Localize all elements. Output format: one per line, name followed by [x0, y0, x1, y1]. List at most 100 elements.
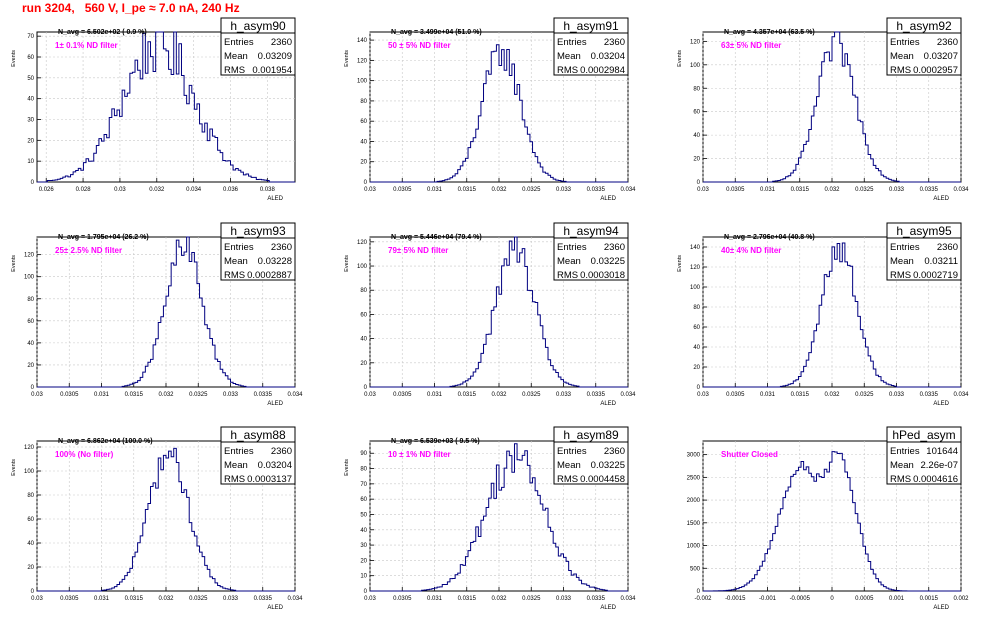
stats-rms-value: 0.0004616 [913, 474, 958, 485]
y-tick-label: 20 [27, 363, 34, 369]
navg-label: N_avg = 6.862e+04 (100.0 %) [58, 438, 153, 445]
stats-rms-label: RMS [890, 474, 911, 485]
x-tick-label: 0.031 [760, 392, 776, 398]
x-tick-label: 0.033 [889, 392, 905, 398]
x-tick-label: 0.033 [223, 596, 239, 602]
y-tick-label: 80 [693, 86, 700, 92]
navg-label: N_avg = 6.502e+02 ( 0.9 %) [58, 29, 147, 36]
x-tick-label: 0.0335 [587, 187, 606, 193]
x-tick-label: 0.0315 [125, 596, 144, 602]
histogram-line [370, 44, 628, 183]
filter-annotation: 40± 4% ND filter [721, 246, 781, 255]
y-tick-label: 60 [693, 325, 700, 331]
navg-label: N_avg = 4.357e+04 (63.5 %) [724, 29, 815, 36]
y-tick-label: 60 [360, 312, 367, 318]
stats-mean-value: 2.26e-07 [920, 460, 958, 471]
run-title: run 3204, 560 V, I_pe ≈ 7.0 nA, 240 Hz [22, 1, 240, 15]
stats-rms-value: 0.0004458 [580, 474, 625, 485]
y-tick-label: 50 [27, 76, 34, 82]
histogram-line [370, 443, 628, 592]
stats-mean-label: Mean [890, 256, 914, 267]
stats-title: hPed_asym [892, 428, 955, 442]
x-tick-label: 0.0335 [920, 187, 939, 193]
stats-entries-label: Entries [890, 446, 920, 457]
histogram-panel-h_asym89: 0.03 0.0305 0.031 0.0315 0.032 0.0325 0.033 0.0… [344, 426, 636, 611]
stats-rms-label: RMS [557, 270, 578, 281]
histogram-panel-h_asym93: 0.03 0.0305 0.031 0.0315 0.032 0.0325 0.033 0.0… [11, 222, 303, 407]
stats-mean-label: Mean [224, 256, 248, 267]
y-tick-label: 10 [360, 574, 367, 580]
x-tick-label: 0.03 [31, 392, 43, 398]
x-tick-label: 0.034 [287, 596, 303, 602]
stats-rms-label: RMS [890, 65, 911, 76]
stats-mean-label: Mean [557, 460, 581, 471]
y-axis-label: Events [677, 255, 683, 272]
stats-mean-value: 0.03228 [258, 256, 292, 267]
x-tick-label: 0.032 [158, 392, 174, 398]
stats-title: h_asym90 [230, 19, 286, 33]
y-tick-label: 140 [690, 245, 701, 251]
x-tick-label: 0.03 [364, 392, 376, 398]
stats-entries-label: Entries [557, 446, 587, 457]
navg-label: N_avg = 3.499e+04 (51.0 %) [391, 29, 482, 36]
y-tick-label: 120 [24, 445, 35, 451]
x-tick-label: 0.032 [824, 187, 840, 193]
stats-box: h_asym95 Entries 2360 Mean 0.03211 RMS 0.00027… [886, 222, 962, 281]
y-tick-label: 20 [360, 361, 367, 367]
y-tick-label: 20 [360, 558, 367, 564]
stats-entries-value: 2360 [271, 37, 292, 48]
filter-annotation: 100% (No filter) [55, 450, 114, 459]
x-axis-label: ALED [267, 401, 283, 407]
x-tick-label: 0 [830, 596, 834, 602]
x-tick-label: 0.033 [889, 187, 905, 193]
stats-title: h_asym94 [563, 224, 619, 238]
x-tick-label: 0.0335 [587, 392, 606, 398]
y-tick-label: 1500 [687, 521, 701, 527]
stats-mean-value: 0.03204 [591, 51, 625, 62]
y-axis-label: Events [11, 255, 17, 272]
y-tick-label: 20 [693, 365, 700, 371]
x-tick-label: 0.034 [186, 187, 202, 193]
y-axis-label: Events [344, 459, 350, 476]
stats-frame [553, 426, 629, 485]
y-tick-label: 20 [27, 138, 34, 144]
x-tick-label: 0.032 [824, 392, 840, 398]
y-tick-label: 0 [31, 589, 35, 595]
stats-mean-label: Mean [224, 51, 248, 62]
histogram-line [703, 242, 961, 388]
y-tick-label: 100 [24, 275, 35, 281]
stats-title: h_asym89 [563, 428, 619, 442]
y-axis-label: Events [344, 50, 350, 67]
stats-rms-value: 0.0003018 [580, 270, 625, 281]
x-tick-label: 0.032 [491, 187, 507, 193]
x-axis-label: ALED [267, 605, 283, 611]
y-tick-label: 20 [27, 565, 34, 571]
stats-rms-label: RMS [224, 474, 245, 485]
stats-mean-value: 0.03207 [924, 51, 958, 62]
y-tick-label: 40 [693, 345, 700, 351]
y-tick-label: 20 [693, 157, 700, 163]
stats-entries-label: Entries [557, 37, 587, 48]
x-tick-label: 0.0305 [60, 596, 79, 602]
x-tick-label: 0.002 [953, 596, 969, 602]
x-tick-label: 0.031 [94, 392, 110, 398]
y-tick-label: 500 [690, 566, 701, 572]
navg-label: N_avg = 6.539e+03 ( 9.5 %) [391, 438, 480, 445]
y-tick-label: 3000 [687, 453, 701, 459]
histogram-line [37, 447, 295, 592]
x-tick-label: 0.026 [39, 187, 55, 193]
filter-annotation: 1± 0.1% ND filter [55, 41, 118, 50]
stats-entries-value: 2360 [604, 446, 625, 457]
y-tick-label: 100 [690, 285, 701, 291]
x-tick-label: 0.0325 [522, 596, 541, 602]
stats-frame [553, 222, 629, 281]
x-tick-label: 0.032 [491, 392, 507, 398]
x-axis-label: ALED [933, 605, 949, 611]
stats-mean-label: Mean [890, 51, 914, 62]
x-tick-label: 0.034 [953, 187, 969, 193]
stats-box: h_asym93 Entries 2360 Mean 0.03228 RMS 0.00028… [220, 222, 296, 281]
stats-mean-value: 0.03209 [258, 51, 292, 62]
navg-label: N_avg = 1.795e+04 (26.2 %) [58, 234, 149, 241]
x-tick-label: 0.0325 [189, 596, 208, 602]
stats-mean-label: Mean [890, 460, 914, 471]
